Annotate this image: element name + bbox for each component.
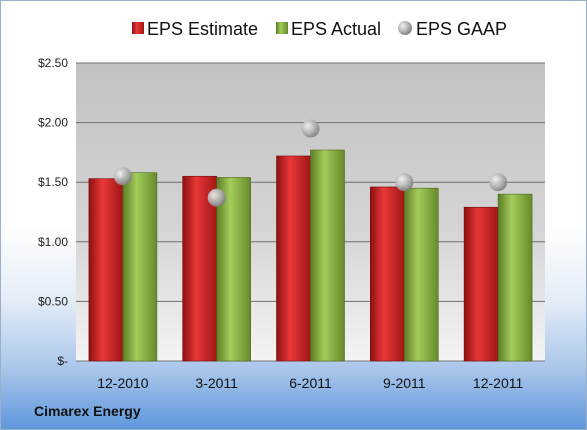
y-tick-label: $1.00 — [38, 235, 68, 249]
gaap-marker — [395, 173, 414, 192]
estimate-bar — [182, 175, 217, 362]
gaap-markers — [113, 119, 508, 207]
y-tick-label: $0.50 — [38, 294, 68, 308]
actual-bar — [216, 177, 251, 362]
estimate-bar — [369, 186, 405, 362]
legend-label-actual: EPS Actual — [291, 19, 381, 39]
x-axis: 12-2010 3-2011 6-2011 9-2011 12-2011 — [97, 375, 523, 391]
actual-bar — [497, 193, 533, 362]
x-category-label: 12-2010 — [97, 375, 149, 391]
y-axis: $- $0.50 $1.00 $1.50 $2.00 $2.50 — [38, 56, 68, 368]
estimate-bar — [88, 178, 124, 362]
gaap-marker — [489, 173, 508, 192]
bars — [88, 149, 533, 362]
estimate-bar — [463, 206, 499, 362]
actual-bar — [310, 149, 345, 362]
y-tick-label: $- — [57, 354, 68, 368]
legend: EPS Estimate EPS Actual EPS GAAP — [132, 19, 507, 39]
y-tick-label: $2.00 — [38, 116, 68, 130]
legend-swatch-estimate — [132, 22, 144, 34]
x-category-label: 3-2011 — [195, 375, 238, 391]
legend-swatch-actual — [276, 22, 288, 34]
gaap-marker — [207, 188, 226, 207]
legend-label-estimate: EPS Estimate — [147, 19, 258, 39]
legend-swatch-gaap — [398, 21, 412, 35]
x-category-label: 6-2011 — [289, 375, 332, 391]
actual-bar — [403, 187, 439, 362]
company-name: Cimarex Energy — [34, 403, 141, 419]
x-category-label: 9-2011 — [383, 375, 426, 391]
y-tick-label: $1.50 — [38, 175, 68, 189]
estimate-bar — [276, 155, 311, 362]
gaap-marker — [113, 167, 132, 186]
gaap-marker — [301, 119, 320, 138]
y-tick-label: $2.50 — [38, 56, 68, 70]
x-category-label: 12-2011 — [473, 375, 524, 391]
actual-bar — [122, 172, 158, 362]
legend-label-gaap: EPS GAAP — [416, 19, 507, 39]
